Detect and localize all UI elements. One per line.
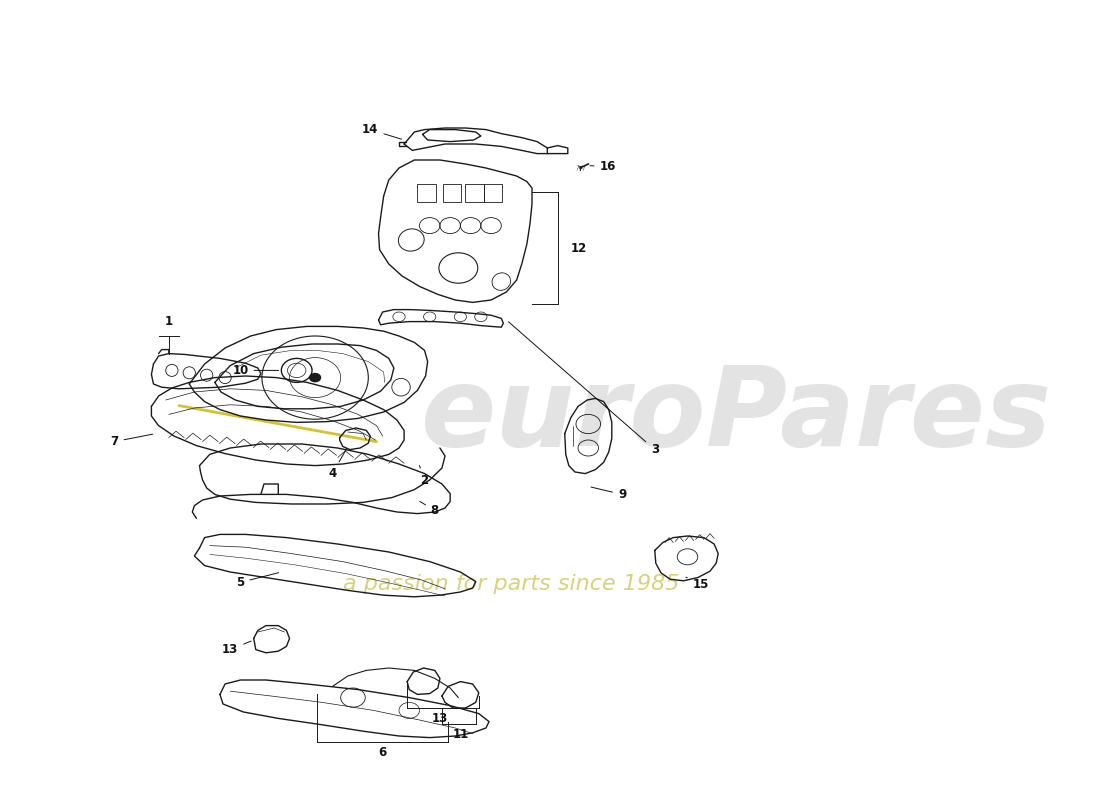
- Text: 15: 15: [686, 577, 710, 590]
- Text: 4: 4: [329, 449, 346, 480]
- Text: 1: 1: [165, 315, 173, 328]
- Text: 3: 3: [508, 322, 659, 456]
- Text: 5: 5: [236, 573, 278, 589]
- Text: 6: 6: [378, 746, 387, 758]
- Text: 16: 16: [590, 160, 616, 173]
- Text: 2: 2: [419, 466, 429, 486]
- Text: euroPares: euroPares: [421, 362, 1053, 470]
- Text: 9: 9: [591, 487, 626, 501]
- Text: a passion for parts since 1985: a passion for parts since 1985: [343, 574, 680, 594]
- Text: 13: 13: [222, 641, 251, 656]
- Text: 7: 7: [110, 434, 153, 448]
- Circle shape: [309, 373, 321, 382]
- Text: 12: 12: [571, 242, 587, 254]
- Text: 10: 10: [232, 364, 278, 377]
- Text: 8: 8: [420, 502, 439, 517]
- Text: 14: 14: [362, 123, 402, 139]
- Text: 11: 11: [452, 728, 469, 741]
- Text: 13: 13: [432, 712, 448, 725]
